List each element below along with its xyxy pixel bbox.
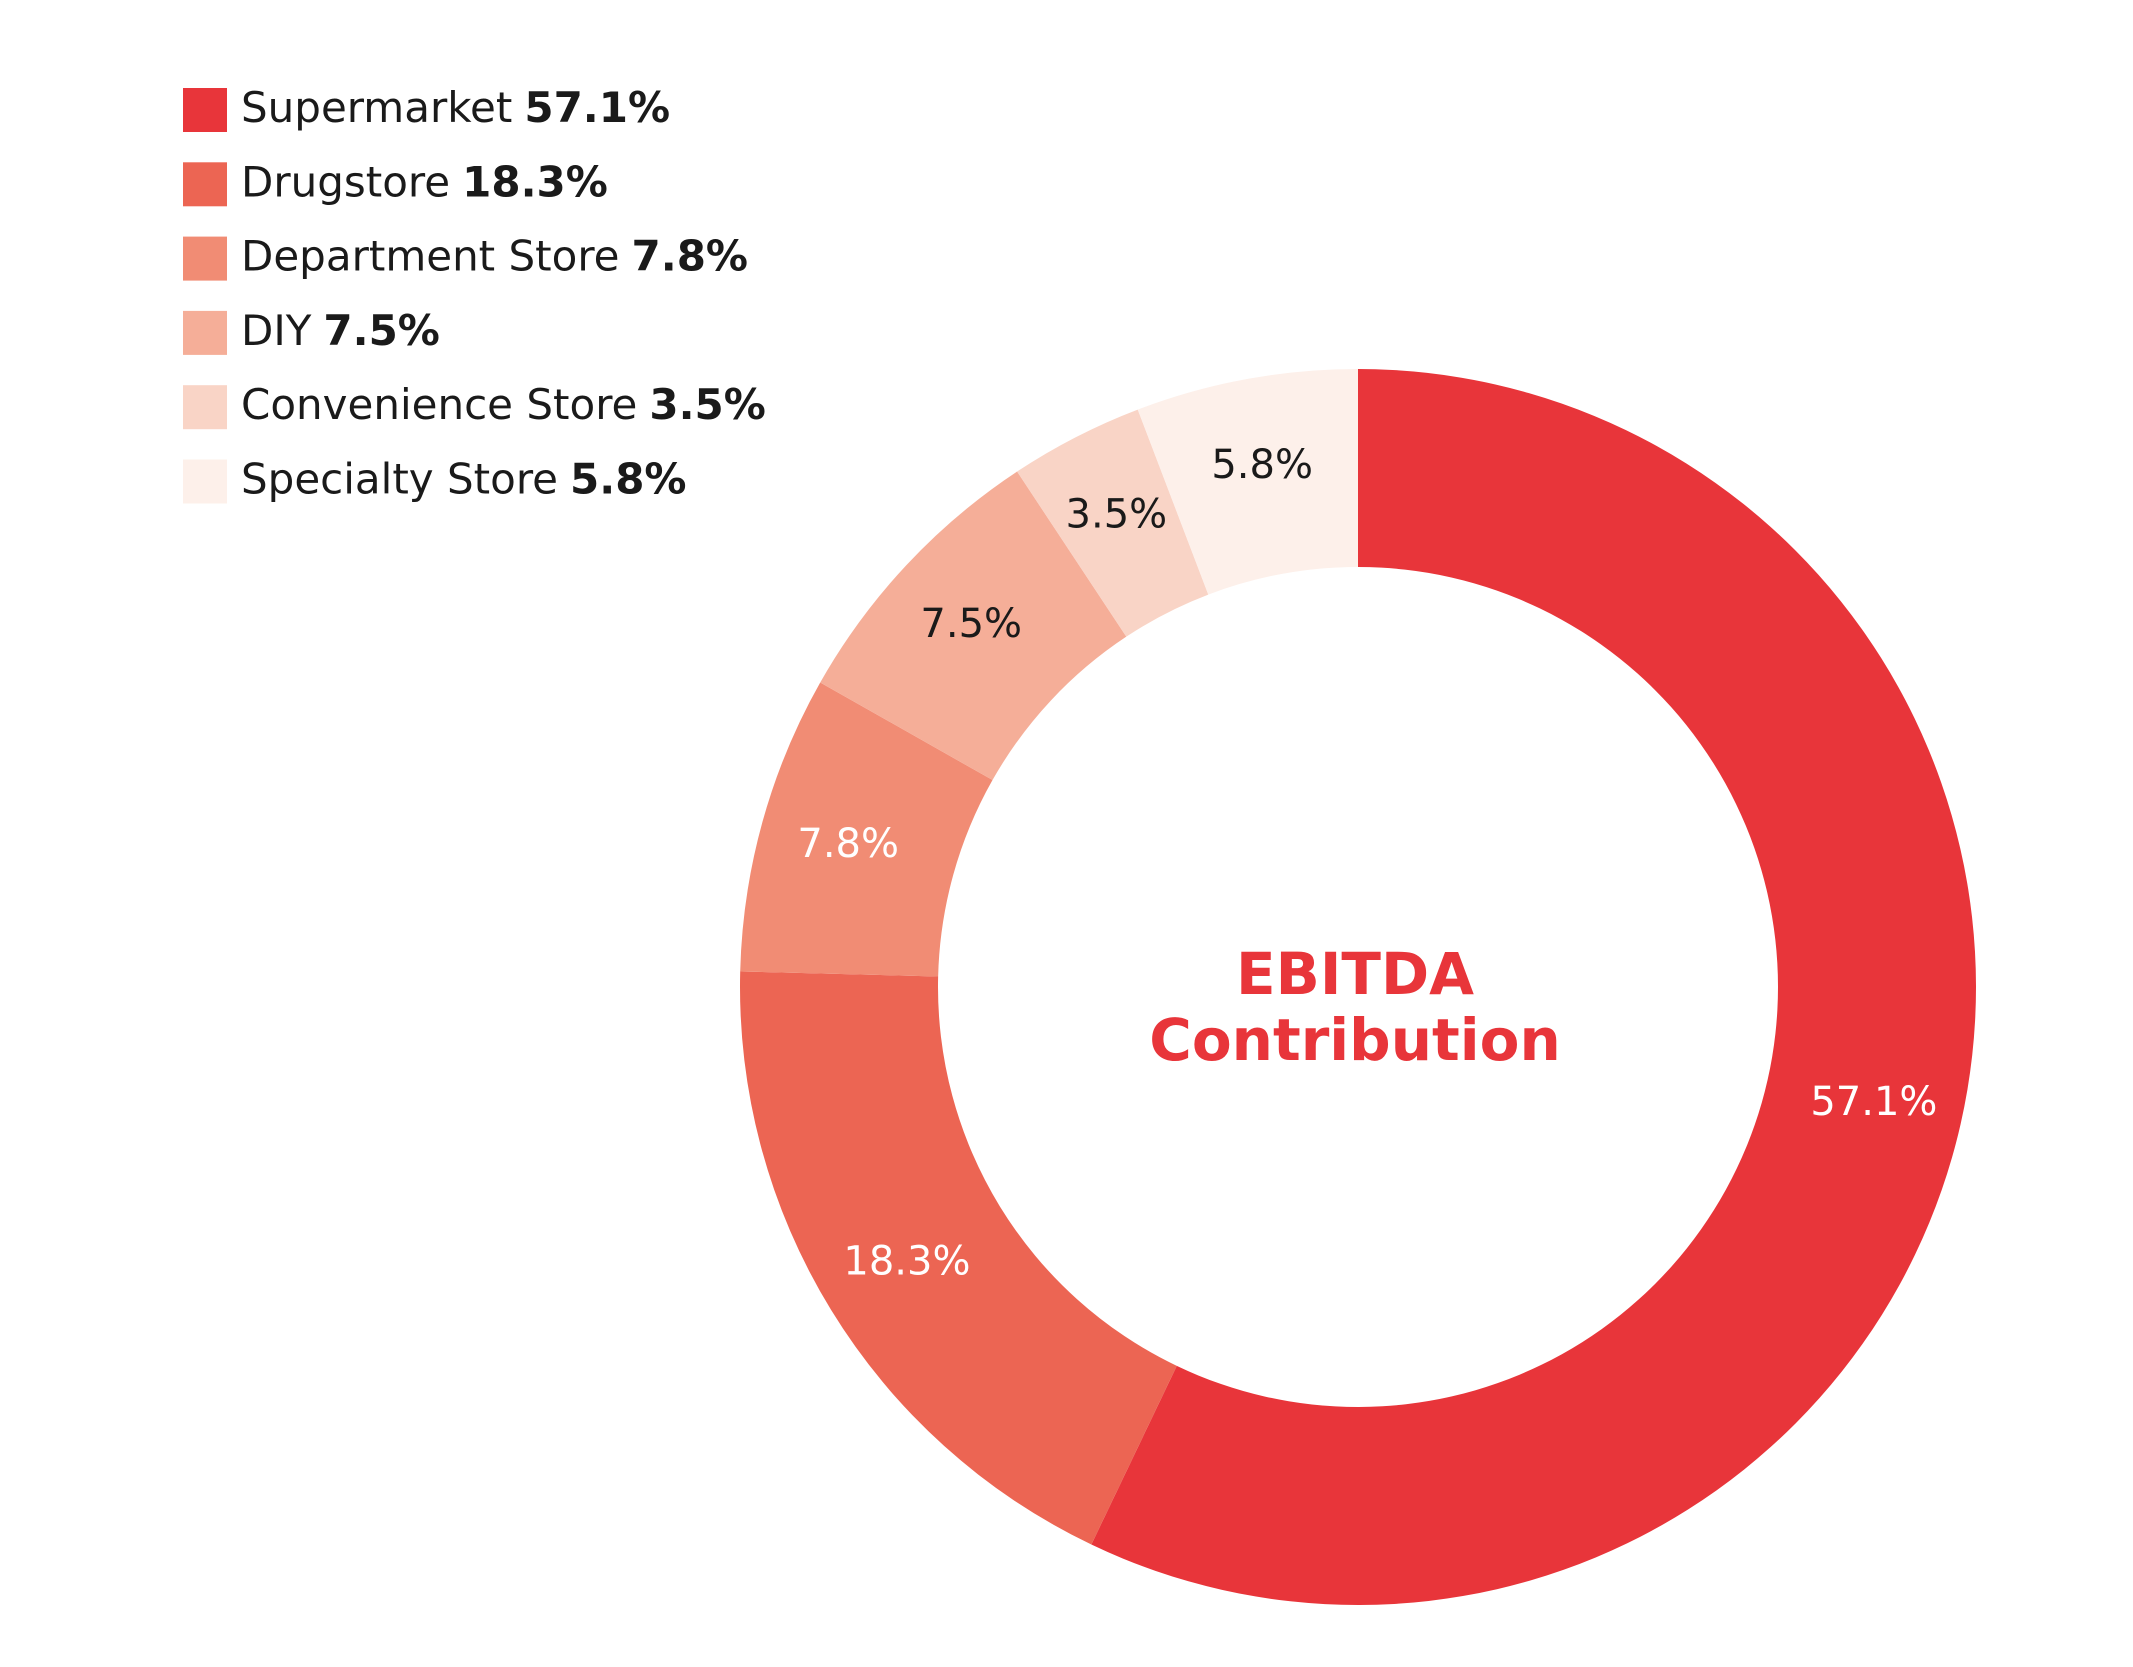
- donut-slice: [740, 971, 1177, 1545]
- legend-swatch: [183, 162, 227, 207]
- donut-slice: [740, 682, 993, 977]
- legend-entry: Convenience Store 3.5%: [241, 380, 766, 429]
- donut-slice: [820, 471, 1127, 781]
- legend-name: Department Store: [241, 231, 620, 280]
- legend-value: 7.5%: [323, 305, 439, 354]
- legend-swatch: [183, 88, 227, 132]
- donut-slice: [1091, 369, 1976, 1605]
- donut-slice: [1017, 409, 1209, 637]
- legend-name: Supermarket: [241, 83, 512, 132]
- legend-value: 18.3%: [462, 157, 608, 206]
- legend-swatch: [183, 459, 227, 504]
- legend-entry: Supermarket 57.1%: [241, 83, 670, 132]
- slice-label: 18.3%: [843, 1238, 970, 1284]
- slice-label: 57.1%: [1810, 1079, 1937, 1125]
- legend-name: Drugstore: [241, 157, 450, 206]
- chart-title-line: Contribution: [1149, 1006, 1560, 1074]
- legend-name: Specialty Store: [241, 454, 558, 503]
- legend-name: DIY: [241, 305, 312, 354]
- legend-swatch: [183, 236, 227, 281]
- slice-label: 5.8%: [1211, 442, 1313, 488]
- legend-entry: Department Store 7.8%: [241, 231, 748, 280]
- legend-value: 7.8%: [632, 231, 748, 280]
- slice-label: 7.5%: [920, 601, 1022, 647]
- donut-slice: [1137, 369, 1358, 595]
- legend-value: 5.8%: [570, 454, 686, 503]
- legend-value: 3.5%: [649, 380, 765, 429]
- legend-value: 57.1%: [524, 83, 670, 132]
- legend-name: Convenience Store: [241, 380, 637, 429]
- slice-label: 3.5%: [1066, 491, 1168, 537]
- legend-swatch: [183, 385, 227, 430]
- legend-entry: DIY 7.5%: [241, 305, 440, 354]
- slice-label: 7.8%: [797, 821, 899, 867]
- chart-title-line: EBITDA: [1236, 940, 1474, 1008]
- legend-entry: Drugstore 18.3%: [241, 157, 608, 206]
- legend-entry: Specialty Store 5.8%: [241, 454, 687, 503]
- legend-swatch: [183, 310, 227, 355]
